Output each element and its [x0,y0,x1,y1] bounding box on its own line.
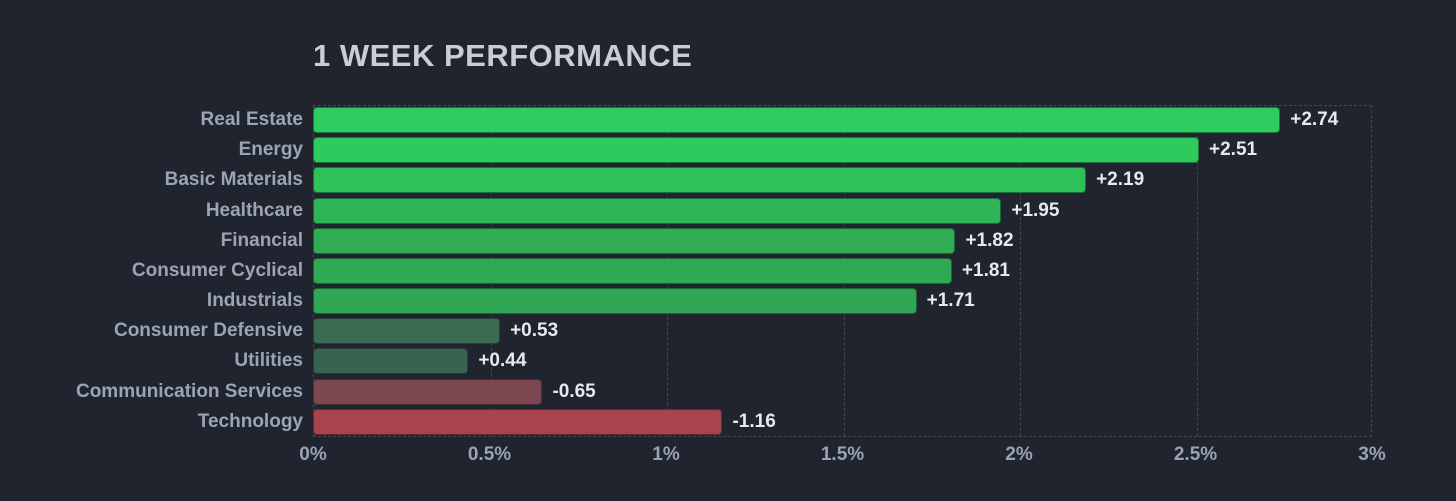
bar-row: Consumer Defensive +0.53 [0,316,1456,346]
gridline [1196,106,1198,436]
bar [313,227,956,254]
x-axis-tick-label: 3% [1358,444,1386,465]
x-axis-tick-label: 2.5% [1173,444,1218,465]
category-label: Consumer Defensive [113,320,303,342]
bar-row: Industrials +1.71 [0,286,1456,316]
x-axis-tick-label: 1.5% [820,444,865,465]
value-label: +1.71 [926,290,975,312]
bar [313,288,917,315]
category-label: Financial [220,229,303,251]
value-label: +0.53 [510,320,559,342]
bar [313,137,1200,164]
bar-row: Basic Materials +2.19 [0,165,1456,195]
chart-title: 1 WEEK PERFORMANCE [313,38,693,73]
bar-row: Consumer Cyclical +1.81 [0,256,1456,286]
category-label: Utilities [234,350,303,372]
bar-rows: Real Estate +2.74 Energy +2.51 Basic Materia… [0,105,1456,437]
bar [313,318,501,345]
value-label: -0.65 [552,380,596,402]
value-label: +0.44 [478,350,527,372]
category-label: Consumer Cyclical [131,259,303,281]
bar-row: Utilities +0.44 [0,346,1456,376]
value-label: +1.82 [965,229,1014,251]
bar [313,408,723,435]
bar [313,348,469,375]
bar [313,257,952,284]
bar-row: Financial +1.82 [0,226,1456,256]
category-label: Communication Services [75,380,303,402]
gridline [1020,106,1021,436]
category-label: Basic Materials [164,169,303,191]
bar [313,197,1002,224]
x-axis-tick-label: 0% [299,444,327,465]
bar-row: Energy +2.51 [0,135,1456,165]
x-axis-tick-label: 2% [1005,444,1033,465]
bar-row: Technology -1.16 [0,407,1456,437]
x-axis-tick-label: 1% [652,444,680,465]
bar-row: Real Estate +2.74 [0,105,1456,135]
value-label: +1.95 [1011,199,1060,221]
x-axis-tick-label: 0.5% [467,444,512,465]
value-label: +2.74 [1290,109,1339,130]
value-label: -1.16 [732,410,776,432]
category-label: Energy [238,139,303,161]
category-label: Technology [197,410,303,432]
bar [313,378,543,405]
value-label: +1.81 [961,259,1010,281]
bar-row: Communication Services -0.65 [0,377,1456,407]
bar [313,167,1087,194]
value-label: +2.19 [1096,169,1145,191]
category-label: Real Estate [200,109,303,130]
bar [313,107,1281,133]
x-axis: 0% 0.5% 1% 1.5% 2% 2.5% 3% [0,444,1456,474]
category-label: Industrials [206,290,303,312]
value-label: +2.51 [1209,139,1258,161]
category-label: Healthcare [205,199,303,221]
bar-row: Healthcare +1.95 [0,196,1456,226]
